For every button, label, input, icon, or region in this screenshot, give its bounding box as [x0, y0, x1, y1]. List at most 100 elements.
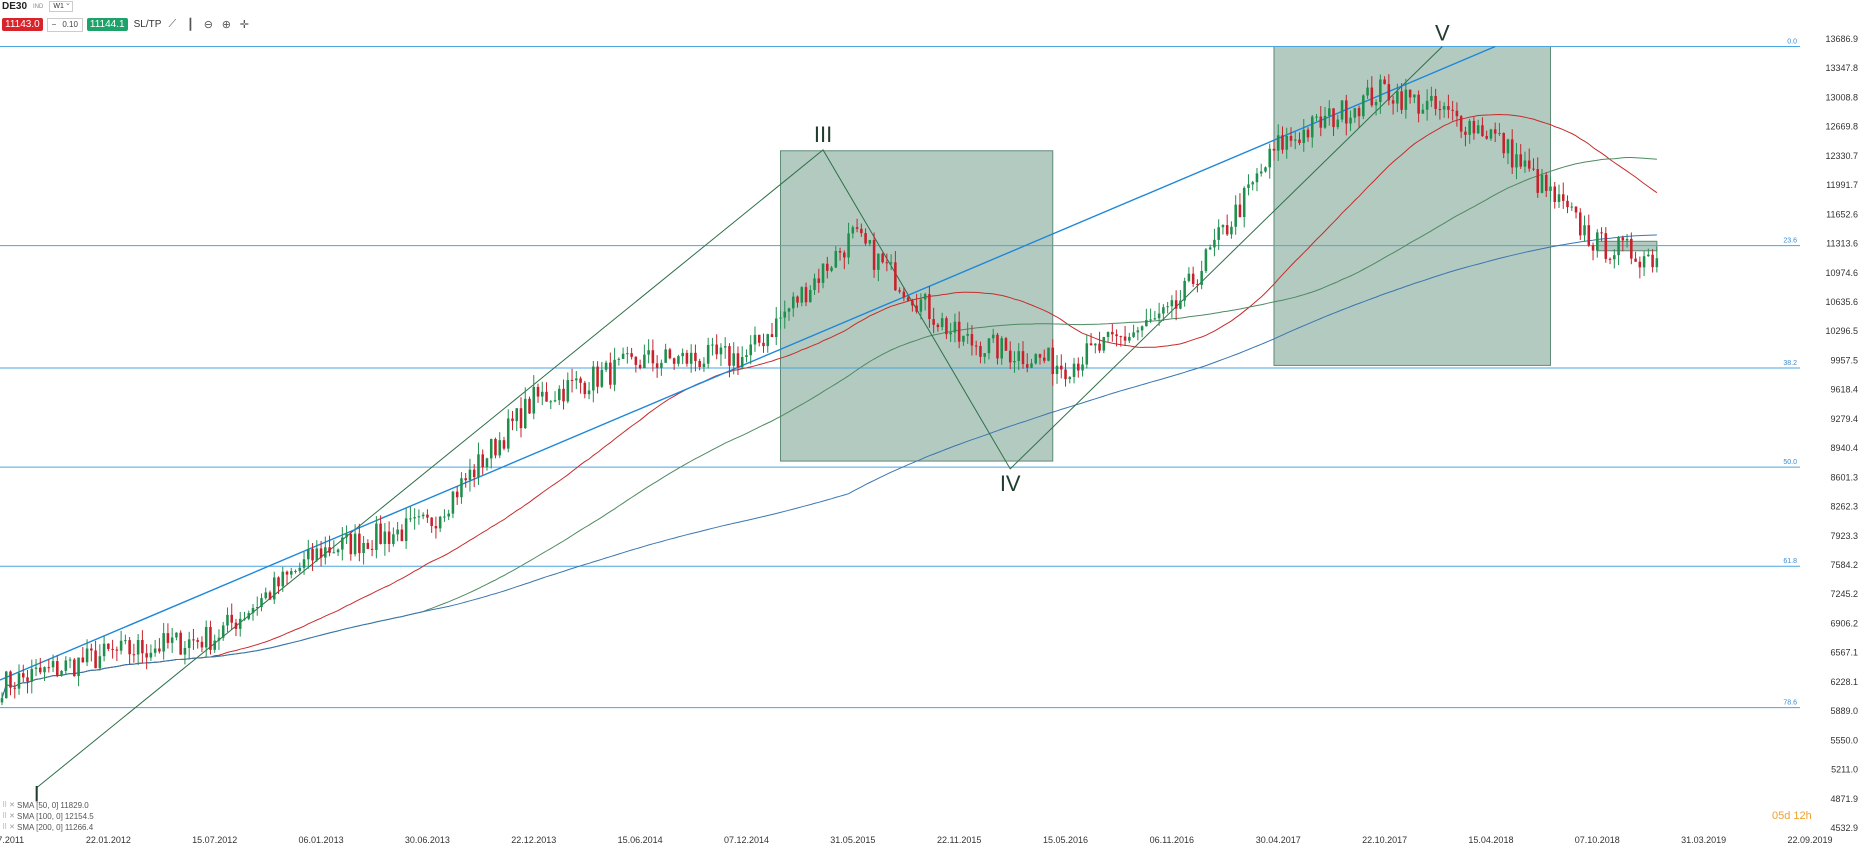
candle-body [455, 491, 459, 498]
zoom-in-icon[interactable]: ⊕ [221, 19, 231, 31]
candle-body [21, 673, 25, 678]
candle-body [324, 547, 327, 558]
candle-body [872, 240, 876, 270]
candle-body [358, 533, 361, 554]
close-icon[interactable]: ✕ [9, 824, 16, 831]
x-tick-label: 31.05.2015 [830, 835, 875, 845]
sltp-button[interactable]: SL/TP [133, 19, 162, 30]
buy-button[interactable]: 11144.1 [86, 18, 128, 31]
symbol-row: DE30 IND W1 [2, 0, 73, 13]
candle-body [1315, 116, 1318, 118]
candle-body [472, 469, 476, 478]
legend-sma100[interactable]: ⠿ ✕ SMA [100, 0] 12154.5 [2, 811, 94, 822]
candle-body [136, 640, 140, 655]
x-tick-label: 22.11.2015 [937, 835, 981, 845]
candle-body [1306, 129, 1310, 138]
candle-body [1476, 125, 1480, 134]
candle-body [1587, 225, 1591, 246]
candle-body [851, 227, 855, 234]
candle-body [1281, 135, 1284, 150]
candle-body [1451, 109, 1454, 111]
legend-name: SMA [100, 0] [17, 812, 63, 821]
candle-body [1170, 300, 1174, 307]
candle-body [1293, 139, 1297, 141]
candle-body [243, 618, 246, 620]
candle-body [1438, 108, 1442, 110]
line-chart-icon[interactable]: ⟋ [168, 18, 177, 30]
candle-body [332, 552, 336, 554]
candle-body [98, 656, 102, 669]
candle-body [647, 350, 650, 355]
candle-body [991, 334, 995, 339]
candle-body [864, 233, 867, 244]
candle-body [481, 454, 484, 468]
candle-body [1251, 182, 1254, 185]
candle-body [1323, 115, 1327, 128]
candle-body [1404, 89, 1408, 110]
crosshair-icon[interactable]: ✛ [239, 19, 249, 31]
candle-body [183, 647, 187, 655]
candle-body [570, 380, 574, 382]
legend-sma200[interactable]: ⠿ ✕ SMA [200, 0] 11266.4 [2, 822, 94, 833]
close-icon[interactable]: ✕ [9, 813, 16, 820]
candle-body [868, 240, 872, 244]
candle-body [723, 346, 727, 348]
candle-body [13, 687, 17, 689]
candle-body [447, 513, 450, 517]
sell-button[interactable]: 11143.0 [2, 18, 43, 31]
close-icon[interactable]: ✕ [9, 802, 16, 809]
candle-body [430, 517, 433, 527]
candle-body [715, 344, 718, 355]
candle-body [1549, 186, 1552, 191]
candle-body [902, 291, 906, 298]
drag-icon[interactable]: ⠿ [2, 824, 8, 831]
legend-sma50[interactable]: ⠿ ✕ SMA [50, 0] 11829.0 [2, 800, 94, 811]
candle-body [375, 523, 378, 550]
timeframe-select[interactable]: W1 [49, 0, 73, 12]
candle-body [1336, 119, 1340, 128]
candle-body [945, 318, 948, 335]
candle-body [1515, 154, 1518, 168]
drag-icon[interactable]: ⠿ [2, 802, 8, 809]
candle-body [387, 531, 391, 544]
candle-body [417, 516, 421, 518]
candle-body [200, 641, 204, 648]
candle-body [1072, 363, 1076, 377]
zoom-out-icon[interactable]: ⊖ [203, 19, 213, 31]
moving-averages [1, 113, 1658, 699]
candle-body [1030, 363, 1033, 368]
drag-icon[interactable]: ⠿ [2, 813, 8, 820]
candle-body [821, 263, 825, 283]
volume-stepper[interactable]: − 0.10 [46, 17, 83, 32]
legend-value: 11266.4 [64, 823, 94, 832]
candle-body [1021, 351, 1025, 365]
candlestick-icon[interactable]: ┃ [187, 19, 194, 31]
candle-body [111, 648, 114, 650]
candle-body [940, 318, 944, 328]
candle-body [1213, 239, 1216, 248]
candle-body [1340, 100, 1344, 120]
candle-body [1642, 256, 1646, 268]
minus-icon[interactable]: − [51, 20, 57, 29]
time-axis: 31.07.2011 22.01.2012 15.07.2012 06.01.2013… [0, 835, 1833, 845]
candle-body [1298, 139, 1301, 144]
y-tick-label: 5211.0 [1831, 765, 1858, 775]
fib-label: 23.6 [1783, 238, 1797, 245]
candle-body [617, 358, 621, 360]
y-tick-label: 12330.7 [1825, 151, 1858, 161]
y-tick-label: 8601.3 [1830, 472, 1858, 482]
candle-body [1000, 338, 1003, 359]
candle-body [791, 296, 795, 309]
y-tick-label: 13008.8 [1825, 92, 1858, 102]
candle-body [728, 346, 731, 366]
candle-body [838, 251, 842, 253]
y-tick-label: 11313.6 [1826, 239, 1858, 249]
candle-body [855, 227, 859, 229]
wave-label: V [1435, 20, 1450, 45]
y-tick-label: 9279.4 [1830, 414, 1858, 424]
candle-body [268, 592, 272, 600]
candle-body [549, 401, 553, 403]
fib-label: 50.0 [1783, 459, 1797, 466]
candle-body [145, 653, 148, 658]
